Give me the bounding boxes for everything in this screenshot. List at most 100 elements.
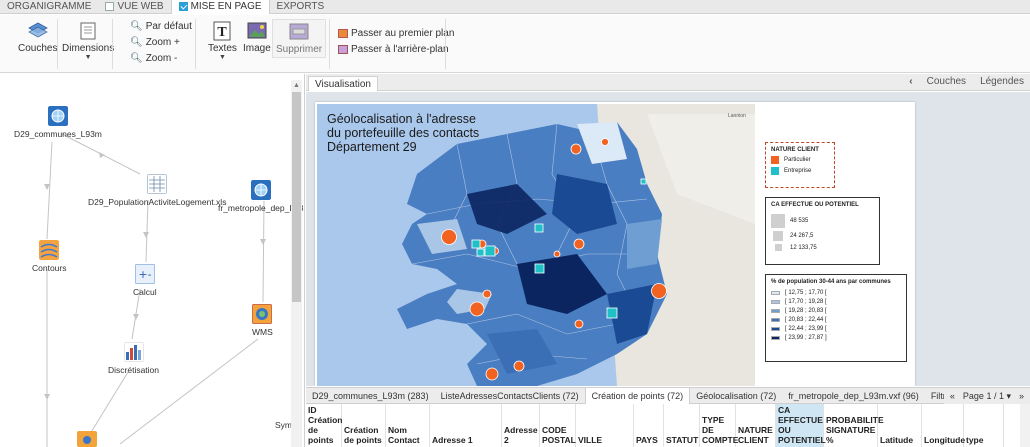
node-d29-communes[interactable]: D29_communes_L93m	[14, 106, 102, 139]
legend-nature-client[interactable]: NATURE CLIENT Particulier Entreprise	[765, 142, 835, 188]
chevron-down-icon: ▼	[84, 54, 92, 61]
image-icon	[247, 22, 267, 39]
image-label: Image	[243, 43, 271, 54]
column-header[interactable]: CODE POSTAL	[540, 404, 576, 447]
data-tabs: D29_communes_L93m (283) ListeAdressesCon…	[306, 387, 1030, 404]
legend-item-label: [ 23,99 ; 27,87 ]	[785, 335, 827, 341]
legend-title: % de population 30-44 ans par communes	[771, 279, 891, 285]
node-contours[interactable]: Contours	[32, 240, 67, 273]
couches-button[interactable]: Couches	[18, 21, 57, 54]
visualisation-header: Visualisation ‹ Couches Légendes	[306, 74, 1030, 91]
node-label: D29_PopulationActiviteLogement.xls	[88, 197, 227, 207]
column-header[interactable]: PAYS	[634, 404, 664, 447]
legend-title: NATURE CLIENT	[771, 147, 819, 153]
node-label: WMS	[252, 327, 273, 337]
legend-item-label: [ 22,44 ; 23,99 [	[785, 326, 827, 332]
column-header-sorted[interactable]: CA EFFECTUE OU POTENTIEL	[776, 404, 826, 447]
par-defaut-button[interactable]: 🔍︎ Par défaut	[130, 21, 192, 32]
symbol-icon[interactable]	[77, 431, 97, 447]
column-header[interactable]: NATURE CLIENT	[736, 404, 776, 447]
zoom-minus-button[interactable]: 🔍︎ Zoom -	[130, 53, 177, 64]
column-header[interactable]: Adresse 2	[502, 404, 540, 447]
map-title[interactable]: Géolocalisation à l'adresse du portefeui…	[327, 112, 479, 154]
layout-viewport[interactable]: Lannion Géolocalisation à l'adresse du p…	[306, 92, 1030, 386]
table-vertical-scrollbar[interactable]	[1020, 404, 1030, 447]
pager-select[interactable]: Page 1 / 1 ▾	[962, 390, 1011, 401]
collapse-left-icon[interactable]: ‹	[909, 76, 913, 87]
pager: « Page 1 / 1 ▾ »	[943, 388, 1030, 404]
node-calcul[interactable]: +- Calcul	[133, 264, 157, 297]
legendes-link[interactable]: Légendes	[980, 76, 1024, 87]
column-header[interactable]: ID Création de points	[308, 404, 343, 447]
par-defaut-label: Par défaut	[145, 21, 192, 32]
particulier-swatch	[771, 156, 779, 164]
tab-label: VUE WEB	[117, 0, 164, 12]
tab-visualisation[interactable]: Visualisation	[308, 76, 378, 91]
choropleth-map: Lannion	[397, 104, 755, 386]
data-tab[interactable]: ListeAdressesContactsClients (72)	[440, 390, 579, 401]
node-sym[interactable]: Sym	[275, 420, 292, 430]
data-tab[interactable]: D29_communes_L93m (283)	[312, 390, 429, 401]
column-header[interactable]: Longitude	[922, 404, 965, 447]
class-swatch	[771, 309, 780, 313]
pager-prev[interactable]: «	[949, 391, 955, 401]
node-label: D29_communes_L93m	[14, 129, 102, 139]
column-header[interactable]: STATUT	[664, 404, 700, 447]
column-header[interactable]: Latitude	[878, 404, 922, 447]
column-header[interactable]: VILLE	[576, 404, 634, 447]
tab-organigramme[interactable]: ORGANIGRAMME	[0, 0, 98, 14]
legend-item-label: [ 20,83 ; 22,44 [	[785, 317, 827, 323]
legend-population[interactable]: % de population 30-44 ans par communes […	[765, 274, 907, 362]
dimensions-button[interactable]: Dimensions ▼	[62, 21, 114, 61]
contours-icon	[39, 240, 60, 260]
tab-label: MISE EN PAGE	[190, 0, 262, 12]
checkbox-checked-icon[interactable]	[178, 2, 188, 11]
workflow-vertical-scrollbar[interactable]: ▲	[291, 80, 302, 447]
textes-button[interactable]: T Textes ▼	[208, 21, 237, 61]
data-tab[interactable]: fr_metropole_dep_L93m.vxf (96)	[788, 390, 919, 401]
column-header[interactable]: TYPE DE COMPTE	[700, 404, 738, 447]
column-header[interactable]: Création de points	[342, 404, 386, 447]
legend-ca[interactable]: CA EFFECTUE OU POTENTIEL 48 535 24 267,5…	[765, 197, 880, 265]
supprimer-button[interactable]: Supprimer	[272, 19, 327, 58]
node-population-xls[interactable]: D29_PopulationActiviteLogement.xls	[88, 174, 226, 207]
couches-link[interactable]: Couches	[926, 76, 967, 87]
data-tab-active[interactable]: Création de points (72)	[584, 387, 691, 404]
column-header[interactable]: PROBABILITE SIGNATURE %	[824, 404, 884, 447]
tab-label: EXPORTS	[276, 0, 325, 12]
checkbox-icon[interactable]	[105, 2, 115, 11]
dimensions-label: Dimensions	[62, 43, 115, 54]
node-wms[interactable]: WMS	[252, 304, 273, 337]
column-header[interactable]: type	[964, 404, 1004, 447]
workflow-canvas[interactable]: D29_communes_L93m D29_PopulationActivite…	[0, 74, 305, 447]
node-label: Discrétisation	[108, 365, 160, 375]
column-header[interactable]: Adresse 1	[430, 404, 502, 447]
class-swatch	[771, 327, 780, 331]
tab-exports[interactable]: EXPORTS	[270, 0, 332, 14]
map-frame[interactable]: Lannion Géolocalisation à l'adresse du p…	[317, 104, 755, 386]
node-discretisation[interactable]: Discrétisation	[108, 342, 159, 375]
image-button[interactable]: Image	[243, 21, 271, 54]
scroll-thumb[interactable]	[292, 92, 301, 302]
wms-icon	[252, 304, 273, 324]
tab-label: ORGANIGRAMME	[7, 0, 92, 12]
text-icon: T	[213, 21, 231, 41]
couches-label: Couches	[18, 43, 58, 54]
size-swatch-small	[775, 244, 782, 251]
arriere-plan-button[interactable]: Passer à l'arrière-plan	[338, 44, 449, 55]
size-swatch-large	[771, 214, 785, 228]
zoom-plus-button[interactable]: 🔍︎ Zoom +	[130, 37, 180, 48]
tab-mise-en-page[interactable]: MISE EN PAGE	[170, 0, 270, 14]
pager-next[interactable]: »	[1018, 391, 1024, 401]
dimensions-icon	[80, 22, 96, 40]
premier-plan-button[interactable]: Passer au premier plan	[338, 28, 454, 39]
data-table-header: ID Création de points Création de points…	[306, 404, 1030, 447]
zoom-minus-label: Zoom -	[145, 53, 178, 64]
zoom-out-icon: 🔍︎	[130, 53, 143, 64]
scroll-up-icon[interactable]: ▲	[293, 82, 300, 89]
node-fr-metropole[interactable]: fr_metropole_dep_L93	[218, 180, 304, 213]
place-label: Lannion	[728, 113, 746, 119]
column-header[interactable]: Nom Contact	[386, 404, 430, 447]
tab-vue-web[interactable]: VUE WEB	[98, 0, 170, 14]
data-tab[interactable]: Géolocalisation (72)	[696, 390, 777, 401]
